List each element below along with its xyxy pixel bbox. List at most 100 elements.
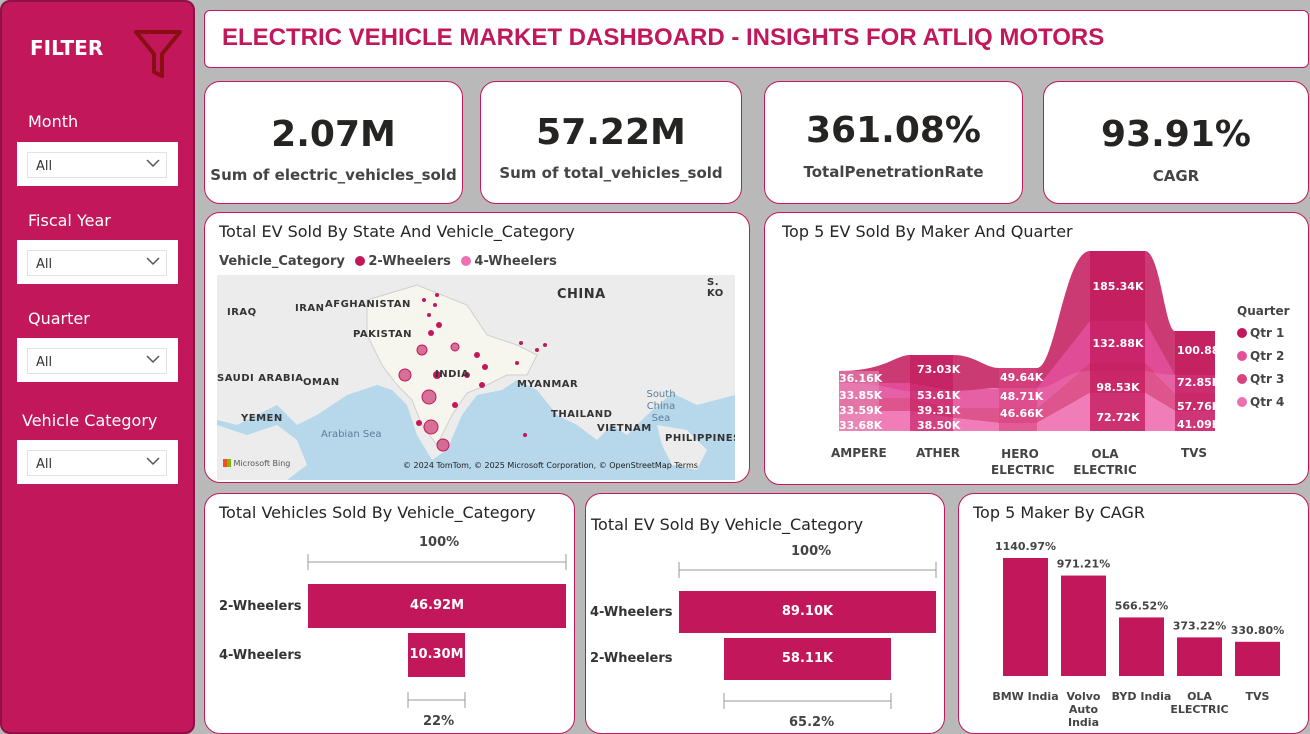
ribbon-value: 49.64K <box>1000 371 1044 384</box>
ribbon-value: 72.72K <box>1096 411 1140 424</box>
map-label: THAILAND <box>551 409 613 420</box>
cagr-category-label: India <box>1068 716 1099 729</box>
map-label: OMAN <box>303 377 340 388</box>
funnel-top-pct: 100% <box>419 535 460 550</box>
cagr-category-label: BYD India <box>1112 690 1172 703</box>
map-label: PHILIPPINES <box>665 433 735 444</box>
cagr-data-label: 566.52% <box>1115 599 1168 612</box>
map-label: AFGHANISTAN <box>325 299 411 310</box>
kpi-total-sold: 57.22M Sum of total_vehicles_sold <box>480 81 742 204</box>
month-value: All <box>36 159 53 174</box>
ribbon-value: 73.03K <box>917 363 961 376</box>
fiscal-year-slicer[interactable]: All <box>17 240 178 284</box>
month-slicer[interactable]: All <box>17 142 178 186</box>
ribbon-value: 48.71K <box>1000 390 1044 403</box>
map-label: S. KO <box>707 277 724 299</box>
cagr-category-label: Auto <box>1069 703 1099 716</box>
chevron-down-icon <box>146 159 160 168</box>
vehicle-category-value: All <box>36 457 53 472</box>
funnel-bar[interactable]: 89.10K <box>679 591 936 633</box>
funnel-chart-guides <box>307 554 567 708</box>
cagr-card-title: Top 5 Maker By CAGR <box>973 503 1146 522</box>
funnel-icon <box>134 30 182 78</box>
cagr-data-label: 330.80% <box>1231 624 1284 637</box>
filter-sidebar: FILTER Month All Fiscal Year All Quarter… <box>0 0 195 734</box>
legend-title: Quarter <box>1237 304 1290 318</box>
legend-dot <box>1237 397 1247 407</box>
quarter-value: All <box>36 355 53 370</box>
ribbon-value: 33.59K <box>839 404 883 417</box>
map-label: IRAQ <box>227 307 257 318</box>
map-label: IRAN <box>295 303 325 314</box>
quarter-slicer[interactable]: All <box>17 338 178 382</box>
kpi-penetration-rate: 361.08% TotalPenetrationRate <box>764 81 1023 204</box>
map-label: South China Sea <box>646 389 676 424</box>
legend-dot <box>1237 374 1247 384</box>
kpi-label: Sum of total_vehicles_sold <box>499 164 723 182</box>
maker-label: TVS <box>1180 446 1208 460</box>
ribbon-value: 36.16K <box>839 372 883 385</box>
funnel-bar[interactable]: 46.92M <box>308 584 566 628</box>
funnel-row-label: 4-Wheelers <box>590 605 673 620</box>
map-card: Total EV Sold By State And Vehicle_Categ… <box>204 212 750 483</box>
legend-label: 2-Wheelers <box>368 254 451 269</box>
ribbon-chart-card: Top 5 EV Sold By Maker And Quarter 36.16… <box>764 212 1309 485</box>
kpi-cagr: 93.91% CAGR <box>1043 81 1309 204</box>
total-vehicles-title: Total Vehicles Sold By Vehicle_Category <box>219 503 536 522</box>
ribbon-value: 46.66K <box>1000 407 1044 420</box>
bing-text: Microsoft Bing <box>233 459 291 468</box>
kpi-label: CAGR <box>1152 167 1200 185</box>
kpi-label: Sum of electric_vehicles_sold <box>210 166 457 184</box>
cagr-category-label: BMW India <box>992 690 1058 703</box>
cagr-bar[interactable] <box>1235 641 1280 676</box>
ribbon-value: 100.88 <box>1177 344 1220 357</box>
ribbon-value: 57.76K <box>1177 400 1221 413</box>
cagr-bar[interactable] <box>1177 637 1222 676</box>
ribbon-chart-title: Top 5 EV Sold By Maker And Quarter <box>782 222 1073 241</box>
ribbon-value: 132.88K <box>1092 337 1144 350</box>
map-label: MYANMAR <box>517 379 579 390</box>
total-vehicles-card: Total Vehicles Sold By Vehicle_Category … <box>204 493 575 734</box>
maker-label: ATHER <box>915 446 961 460</box>
funnel-top-pct: 100% <box>791 544 832 559</box>
funnel-bar[interactable]: 10.30M <box>408 633 465 677</box>
ribbon-value: 33.68K <box>839 419 883 432</box>
ribbon-value: 33.85K <box>839 389 883 402</box>
quarter-label: Quarter <box>28 309 90 328</box>
vehicle-category-label: Vehicle Category <box>22 411 158 430</box>
vehicle-category-slicer[interactable]: All <box>17 440 178 484</box>
map-label: CHINA <box>557 287 606 302</box>
map-label: INDIA <box>435 369 470 380</box>
legend-dot-4w <box>461 256 472 266</box>
cagr-bar[interactable] <box>1003 558 1048 676</box>
funnel-row-label: 2-Wheelers <box>590 651 673 666</box>
ribbon-value: 41.09K <box>1177 418 1221 431</box>
chevron-down-icon <box>146 457 160 466</box>
legend-label: 4-Wheelers <box>474 254 557 269</box>
ribbon-value: 185.34K <box>1092 280 1144 293</box>
cagr-category-label: OLA <box>1187 690 1212 703</box>
cagr-category-label: Volvo <box>1067 690 1101 703</box>
maker-label: OLA ELECTRIC <box>1073 447 1137 477</box>
filter-title: FILTER <box>30 36 104 60</box>
map-legend: Vehicle_Category 2-Wheelers 4-Wheelers <box>219 254 557 269</box>
cagr-bar[interactable] <box>1061 575 1106 676</box>
india-map[interactable]: CHINA S. KO AFGHANISTAN IRAN IRAQ PAKIST… <box>217 275 735 480</box>
kpi-label: TotalPenetrationRate <box>803 163 984 181</box>
cagr-bar[interactable] <box>1119 617 1164 676</box>
map-label: SAUDI ARABIA <box>217 373 304 384</box>
ribbon-value: 72.85K <box>1177 376 1221 389</box>
funnel-row-label: 2-Wheelers <box>219 599 302 614</box>
ev-by-category-title: Total EV Sold By Vehicle_Category <box>591 515 864 534</box>
ribbon-chart[interactable] <box>765 213 1310 486</box>
legend-label: Qtr 2 <box>1250 349 1285 363</box>
legend-dot-2w <box>355 256 366 266</box>
ribbon-value: 53.61K <box>917 389 961 402</box>
funnel-chart-guides <box>678 562 937 709</box>
kpi-value: 57.22M <box>536 112 686 153</box>
funnel-bar[interactable]: 58.11K <box>724 638 891 680</box>
ribbon-value: 39.31K <box>917 404 961 417</box>
map-attribution[interactable]: © 2024 TomTom, © 2025 Microsoft Corporat… <box>403 461 698 470</box>
ribbon-value: 38.50K <box>917 419 961 432</box>
